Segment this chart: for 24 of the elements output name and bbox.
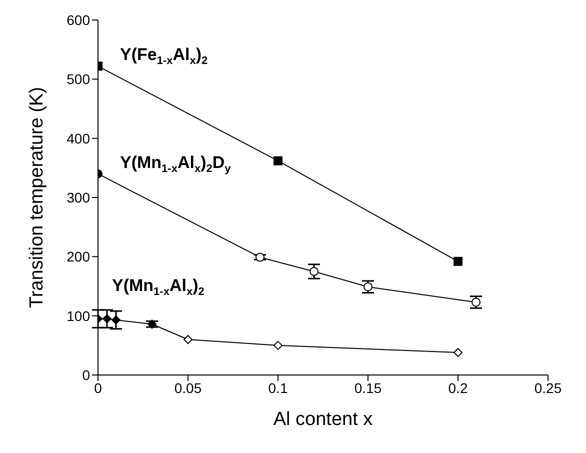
y-tick-label: 100 — [66, 308, 90, 324]
point — [472, 298, 480, 307]
x-tick-label: 0.25 — [534, 380, 562, 396]
x-tick-label: 0.1 — [268, 380, 288, 396]
x-tick-label: 0.05 — [174, 380, 202, 396]
point — [364, 282, 372, 292]
series-label: Y(Mn$_{1-x}$Al$_{x}$)$_{2}$D$_{y}$ — [120, 152, 232, 175]
x-axis-title: Al content x — [273, 409, 374, 430]
y-tick-label: 0 — [82, 366, 90, 383]
series-label: Y(Fe$_{1-x}$Al$_{x}$)$_{2}$ — [120, 45, 208, 67]
point — [454, 256, 462, 266]
y-tick-label: 500 — [66, 71, 90, 88]
y-axis-title: Transition temperature (K) — [26, 86, 48, 308]
point — [256, 252, 264, 262]
y-tick-label: 400 — [66, 130, 90, 146]
point — [274, 156, 282, 166]
y-tick-label: 600 — [66, 12, 90, 28]
x-tick-label: 0.15 — [354, 380, 382, 396]
point — [310, 266, 318, 276]
x-tick-label: 0.2 — [448, 380, 468, 396]
x-tick-label: 0 — [94, 380, 102, 396]
y-tick-label: 200 — [66, 248, 90, 265]
series-label: Y(Mn$_{1-x}$Al$_{x}$)$_{2}$ — [112, 276, 204, 298]
y-tick-label: 300 — [66, 189, 90, 206]
